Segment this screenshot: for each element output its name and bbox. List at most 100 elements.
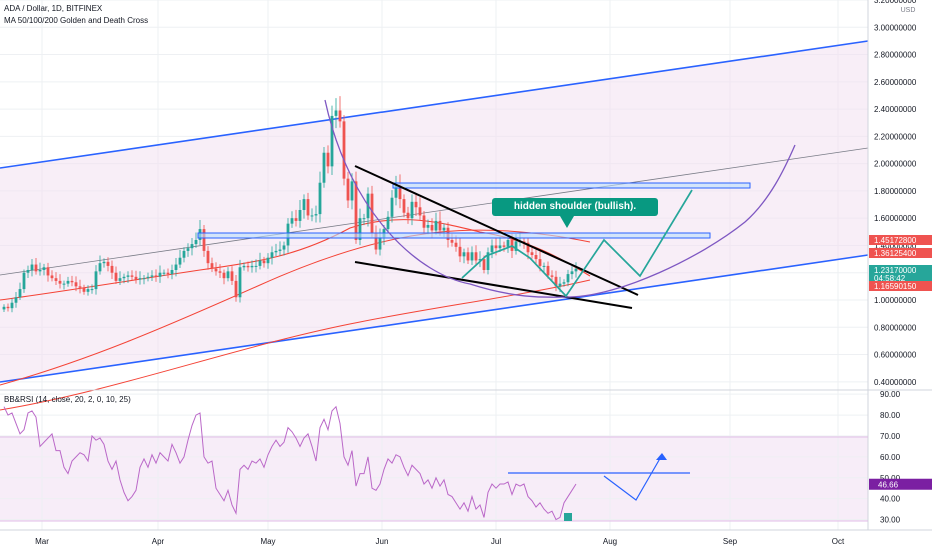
candle-body <box>130 275 134 277</box>
candle-body <box>542 265 546 267</box>
ma-200-line <box>0 279 591 411</box>
time-tick-label: Jul <box>491 537 501 546</box>
price-tick-label: 3.20000000 <box>874 0 917 5</box>
price-label-text: 1.45172800 <box>874 236 917 245</box>
candle-body <box>34 264 38 272</box>
currency-label[interactable]: USD <box>900 7 916 14</box>
cup-arc <box>324 99 796 298</box>
candle-body <box>302 199 306 210</box>
channel-upper-line <box>0 40 869 169</box>
rsi-tick-label: 60.00 <box>880 453 901 462</box>
time-tick-label: May <box>260 537 275 546</box>
rsi-projection <box>603 454 663 501</box>
candle-body <box>334 110 338 116</box>
candle-body <box>466 252 470 261</box>
candle-body <box>426 225 430 228</box>
candle-body <box>566 274 570 283</box>
candle-body <box>170 270 174 275</box>
candle-body <box>294 218 298 221</box>
candle-body <box>470 252 474 261</box>
candle-body <box>430 225 434 231</box>
time-tick-label: Oct <box>832 537 845 546</box>
candle-body <box>114 272 118 281</box>
candle-body <box>574 268 578 272</box>
candle-body <box>310 215 314 217</box>
candle-body <box>486 252 490 270</box>
candle-body <box>362 218 366 220</box>
candle-body <box>394 185 398 198</box>
candle-body <box>190 244 194 249</box>
candle-body <box>218 271 222 273</box>
time-tick-label: Aug <box>603 537 617 546</box>
time-axis: Mar Apr May Jun Jul Aug Sep Oct <box>0 529 932 546</box>
zone-upper <box>392 182 751 189</box>
candle-body <box>38 270 42 272</box>
candle-body <box>290 218 294 224</box>
symbol-title: ADA / Dollar, 1D, BITFINEX <box>4 4 103 13</box>
candle-body <box>270 252 274 258</box>
candle-body <box>482 259 486 270</box>
candle-body <box>178 257 182 265</box>
rsi-tick-label: 90.00 <box>880 390 901 399</box>
candle-body <box>526 242 530 253</box>
candle-body <box>342 121 346 179</box>
rsi-marker <box>564 513 572 521</box>
candle-body <box>410 201 414 219</box>
candle-body <box>94 271 98 290</box>
candle-body <box>454 242 458 247</box>
candle-body <box>562 282 566 284</box>
candle-body <box>254 265 258 267</box>
candle-body <box>390 197 394 217</box>
candle-body <box>50 275 54 279</box>
price-tick-label: 1.80000000 <box>874 187 917 196</box>
candle-body <box>266 257 270 264</box>
price-tick-label: 2.40000000 <box>874 105 917 114</box>
candle-body <box>138 278 142 280</box>
candle-body <box>66 280 70 284</box>
candle-body <box>202 229 206 251</box>
zone-lower <box>197 232 711 239</box>
candle-body <box>422 215 426 228</box>
time-tick-label: Sep <box>723 537 738 546</box>
rsi-tick-label: 30.00 <box>880 516 901 525</box>
candle-body <box>278 249 282 251</box>
candle-body <box>450 240 454 243</box>
trend-channel <box>0 40 869 383</box>
price-tick-label: 1.40000000 <box>874 241 917 250</box>
candle-body <box>150 275 154 277</box>
candle-body <box>418 207 422 216</box>
candle-body <box>502 245 506 247</box>
candle-body <box>234 280 238 298</box>
candle-body <box>206 250 210 264</box>
candle-body <box>22 272 26 290</box>
candle-body <box>2 306 6 310</box>
price-tick-label: 1.00000000 <box>874 296 917 305</box>
candle-body <box>58 280 62 284</box>
price-tick-label: 2.80000000 <box>874 51 917 60</box>
candle-body <box>134 276 138 280</box>
annotation-callout-tail <box>560 216 574 228</box>
candle-body <box>6 306 10 309</box>
candle-body <box>358 218 362 240</box>
candle-body <box>530 252 534 255</box>
candle-body <box>402 199 406 213</box>
candle-body <box>550 275 554 277</box>
annotation-callout[interactable]: hidden shoulder (bullish). <box>492 198 658 216</box>
candle-body <box>554 276 558 287</box>
price-tick-label: 2.60000000 <box>874 78 917 87</box>
candle-body <box>478 259 482 261</box>
price-tick-label: 0.60000000 <box>874 351 917 360</box>
candle-body <box>118 278 122 281</box>
candle-body <box>354 181 358 240</box>
candle-body <box>162 272 166 274</box>
candle-body <box>514 241 518 251</box>
candle-body <box>386 216 390 230</box>
candle-body <box>186 248 190 251</box>
candle-body <box>406 212 410 219</box>
price-label-text: 1.16590150 <box>874 282 917 291</box>
price-tick-label: 0.80000000 <box>874 323 917 332</box>
time-tick-label: Jun <box>376 537 389 546</box>
candle-body <box>534 255 538 260</box>
price-label-text: 04:58:42 <box>874 274 906 283</box>
